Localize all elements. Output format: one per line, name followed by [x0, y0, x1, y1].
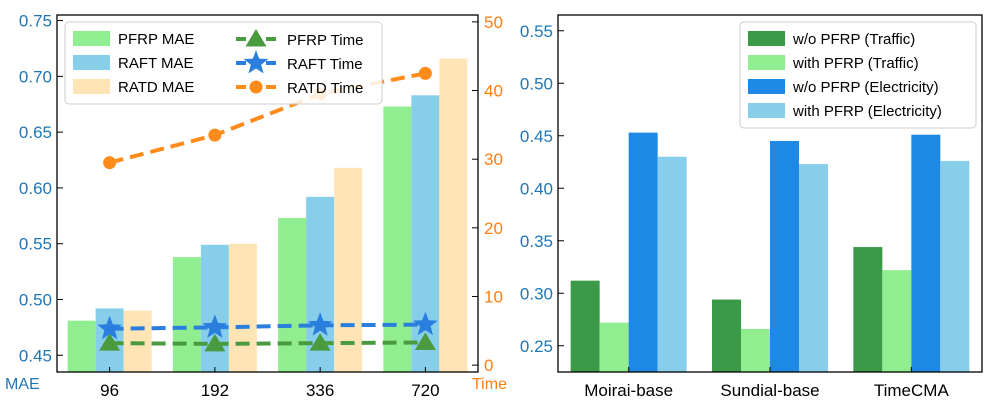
marker-raft-time-192 — [202, 314, 228, 338]
left-y-tick-label: 0.75 — [19, 12, 52, 31]
left-y-tick-label: 0.70 — [19, 67, 52, 86]
bar-with-pfrp-traffic-moirai-base — [599, 322, 629, 372]
bar-w-o-pfrp-electricity-moirai-base — [628, 132, 658, 372]
x-tick-label-96: 96 — [100, 381, 119, 400]
marker-raft-time-720 — [413, 311, 438, 336]
legend-label-ratd-time: RATD Time — [287, 80, 363, 97]
right-chart-y-tick-label: 0.30 — [520, 284, 553, 303]
bar-pfrp-mae-336 — [278, 218, 307, 372]
right-legend-box — [739, 21, 977, 129]
legend-label-with-pfrp-electricity: with PFRP (Electricity) — [792, 103, 942, 120]
bar-raft-mae-192 — [200, 244, 229, 372]
legend-label-raft-mae: RAFT MAE — [118, 55, 194, 72]
legend-swatch-with-pfrp-traffic — [748, 55, 785, 70]
left-axis-name: MAE — [5, 376, 40, 393]
left-chart-mae-time: 0.45 0.50 0.55 0.60 0.65 0.70 0.75 0 10 20 30 40 50 9… — [5, 12, 507, 400]
left-plot-frame — [56, 14, 479, 373]
bar-with-pfrp-traffic-timecma — [882, 270, 912, 372]
bar-ratd-mae-336 — [334, 167, 363, 372]
bar-pfrp-mae-192 — [172, 257, 201, 372]
right-y-tick-label: 0 — [484, 356, 493, 375]
bar-w-o-pfrp-electricity-sundial-base — [770, 141, 799, 372]
left-y-tick-label: 0.45 — [19, 346, 52, 365]
bar-pfrp-mae-720 — [383, 106, 412, 372]
legend-label-pfrp-mae: PFRP MAE — [118, 31, 194, 48]
legend-label-w-o-pfrp-traffic: w/o PFRP (Traffic) — [792, 31, 915, 48]
x-tick-label-timecma: TimeCMA — [874, 381, 950, 400]
x-tick-label-336: 336 — [306, 381, 334, 400]
bar-ratd-mae-720 — [439, 58, 468, 373]
marker-raft-time-96 — [97, 315, 122, 340]
legend-label-with-pfrp-traffic: with PFRP (Traffic) — [792, 55, 919, 72]
legend-marker-pfrp-time — [245, 29, 267, 47]
marker-pfrp-time-96 — [99, 333, 121, 351]
right-y-tick-label: 20 — [484, 219, 503, 238]
right-chart-y-tick-label: 0.50 — [520, 74, 553, 93]
legend-label-pfrp-time: PFRP Time — [287, 32, 363, 49]
right-chart-y-tick-label: 0.25 — [520, 337, 553, 356]
left-y-tick-label: 0.60 — [19, 179, 52, 198]
legend-label-ratd-mae: RATD MAE — [118, 79, 194, 96]
bar-with-pfrp-electricity-timecma — [940, 160, 970, 372]
marker-ratd-time-192 — [208, 128, 222, 142]
bar-ratd-mae-96 — [123, 310, 152, 372]
right-axis-name: Time — [472, 376, 507, 393]
right-y-tick-label: 30 — [484, 150, 503, 169]
right-chart-y-tick-label: 0.45 — [520, 127, 553, 146]
right-y-tick-label: 40 — [484, 82, 503, 101]
bar-pfrp-mae-96 — [67, 320, 96, 372]
x-tick-label-sundial-base: Sundial-base — [720, 381, 819, 400]
right-chart-y-tick-label: 0.35 — [520, 232, 553, 251]
line-pfrp-time — [109, 340, 426, 346]
right-chart-mae-models: 0.25 0.30 0.35 0.40 0.45 0.50 0.55 Moirai-base S… — [520, 14, 983, 400]
bar-ratd-mae-192 — [228, 243, 257, 372]
legend-marker-raft-time — [243, 50, 269, 74]
marker-pfrp-time-192 — [204, 333, 226, 352]
legend-swatch-w-o-pfrp-electricity — [748, 79, 785, 94]
legend-marker-ratd-time — [249, 80, 263, 94]
legend-label-raft-time: RAFT Time — [287, 56, 363, 73]
right-y-tick-label: 50 — [484, 13, 503, 32]
marker-raft-time-336 — [307, 312, 333, 336]
legend-swatch-w-o-pfrp-traffic — [748, 31, 785, 46]
legend-swatch-pfrp-mae — [73, 31, 110, 46]
marker-pfrp-time-336 — [309, 333, 331, 351]
bar-w-o-pfrp-traffic-sundial-base — [712, 299, 741, 372]
legend-swatch-ratd-mae — [73, 79, 110, 94]
bar-w-o-pfrp-traffic-timecma — [853, 247, 883, 372]
left-y-tick-label: 0.50 — [19, 290, 52, 309]
x-tick-label-192: 192 — [201, 381, 229, 400]
legend-swatch-raft-mae — [73, 55, 110, 70]
left-legend-box — [64, 21, 383, 105]
right-legend: w/o PFRP (Traffic) with PFRP (Traffic) w/o… — [739, 21, 977, 129]
left-legend: PFRP MAE RAFT MAE RATD MAE PFRP Time RAFT Ti… — [64, 21, 383, 105]
legend-label-w-o-pfrp-electricity: w/o PFRP (Electricity) — [792, 79, 939, 96]
bar-with-pfrp-electricity-sundial-base — [799, 164, 828, 372]
bar-raft-mae-720 — [411, 95, 440, 372]
marker-pfrp-time-720 — [414, 332, 436, 350]
right-chart-y-tick-label: 0.55 — [520, 22, 553, 41]
left-y-tick-label: 0.65 — [19, 123, 52, 142]
bar-with-pfrp-traffic-sundial-base — [741, 328, 770, 372]
bar-with-pfrp-electricity-moirai-base — [657, 156, 687, 372]
x-tick-label-moirai-base: Moirai-base — [584, 381, 673, 400]
x-tick-label-720: 720 — [411, 381, 439, 400]
bar-w-o-pfrp-electricity-timecma — [911, 134, 941, 372]
bar-w-o-pfrp-traffic-moirai-base — [570, 280, 600, 372]
line-raft-time — [109, 322, 426, 331]
right-chart-y-tick-label: 0.40 — [520, 179, 553, 198]
right-y-tick-label: 10 — [484, 287, 503, 306]
marker-ratd-time-720 — [418, 66, 432, 80]
legend-swatch-with-pfrp-electricity — [748, 103, 785, 118]
marker-ratd-time-96 — [103, 156, 117, 170]
left-y-tick-label: 0.55 — [19, 235, 52, 254]
